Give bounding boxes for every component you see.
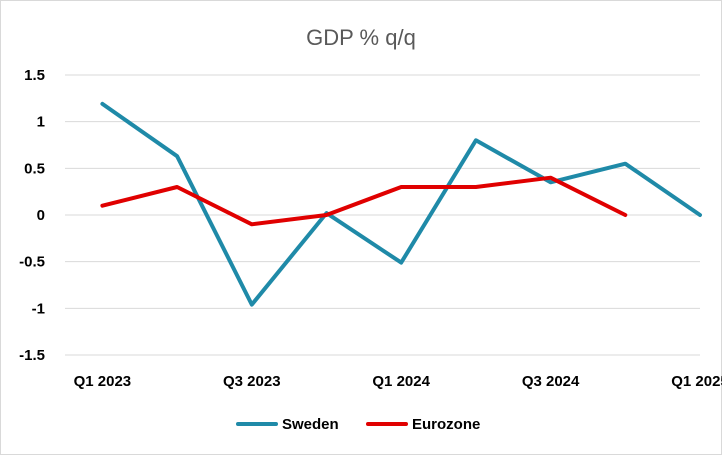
- x-tick-label: Q1 2023: [74, 373, 132, 390]
- series-line-eurozone: [100, 175, 628, 227]
- y-axis: 1.5 1 0.5 0 -0.5 -1 -1.5: [19, 67, 45, 364]
- legend-label-sweden: Sweden: [282, 416, 339, 433]
- series-line-sweden: [100, 101, 702, 307]
- y-tick-label: 0.5: [24, 160, 45, 177]
- legend: Sweden Eurozone: [236, 416, 480, 433]
- legend-label-eurozone: Eurozone: [412, 416, 480, 433]
- x-tick-label: Q3 2023: [223, 373, 281, 390]
- x-axis: Q1 2023 Q3 2023 Q1 2024 Q3 2024 Q1 2025: [74, 373, 722, 390]
- x-tick-label: Q1 2024: [372, 373, 430, 390]
- y-tick-label: -0.5: [19, 254, 45, 271]
- chart-title: GDP % q/q: [306, 25, 416, 50]
- y-tick-label: 0: [37, 207, 45, 224]
- y-tick-label: -1: [32, 300, 45, 317]
- series-lines: [100, 101, 702, 307]
- x-tick-label: Q3 2024: [522, 373, 580, 390]
- y-tick-label: -1.5: [19, 347, 45, 364]
- y-tick-label: 1: [37, 114, 45, 131]
- y-tick-label: 1.5: [24, 67, 45, 84]
- gridlines: [65, 74, 700, 356]
- x-tick-label: Q1 2025: [671, 373, 722, 390]
